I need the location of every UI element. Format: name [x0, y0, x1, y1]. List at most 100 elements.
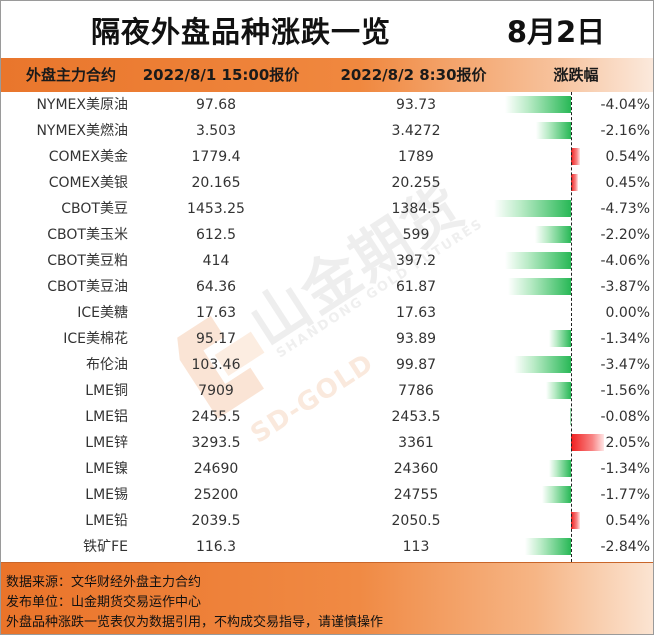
contract-name: LME镍 [1, 456, 128, 482]
price-prev: 414 [151, 248, 281, 274]
price-prev: 3.503 [151, 118, 281, 144]
change-label: -2.16% [576, 118, 650, 144]
contract-name: LME锡 [1, 482, 128, 508]
header-change: 涨跌幅 [531, 58, 621, 92]
change-bar [536, 122, 571, 139]
footer-source: 数据来源：文华财经外盘主力合约 [6, 571, 201, 590]
contract-name: COMEX美银 [1, 170, 128, 196]
contract-name: ICE美糖 [1, 300, 128, 326]
contract-name: CBOT美豆油 [1, 274, 128, 300]
table-header: 外盘主力合约 2022/8/1 15:00报价 2022/8/2 8:30报价 … [1, 58, 653, 92]
price-prev: 20.165 [151, 170, 281, 196]
footer-publisher: 发布单位：山金期货交易运作中心 [6, 591, 201, 610]
price-prev: 24690 [151, 456, 281, 482]
price-prev: 64.36 [151, 274, 281, 300]
price-curr: 599 [341, 222, 491, 248]
change-bar [494, 200, 571, 217]
price-curr: 113 [341, 534, 491, 560]
price-curr: 24755 [341, 482, 491, 508]
change-label: -1.34% [576, 326, 650, 352]
price-curr: 2050.5 [341, 508, 491, 534]
price-curr: 24360 [341, 456, 491, 482]
zero-axis [571, 92, 572, 562]
price-prev: 7909 [151, 378, 281, 404]
change-bar [505, 252, 571, 269]
price-curr: 1384.5 [341, 196, 491, 222]
change-label: 0.54% [576, 508, 650, 534]
change-label: -3.87% [576, 274, 650, 300]
table-row: CBOT美豆 1453.25 1384.5 -4.73% [1, 196, 653, 222]
table-row: LME镍 24690 24360 -1.34% [1, 456, 653, 482]
change-label: -4.06% [576, 248, 650, 274]
page-title: 隔夜外盘品种涨跌一览 [1, 9, 481, 51]
price-curr: 93.89 [341, 326, 491, 352]
contract-name: NYMEX美原油 [1, 92, 128, 118]
price-curr: 20.255 [341, 170, 491, 196]
price-prev: 103.46 [151, 352, 281, 378]
table-row: ICE美糖 17.63 17.63 0.00% [1, 300, 653, 326]
change-label: -1.34% [576, 456, 650, 482]
price-curr: 2453.5 [341, 404, 491, 430]
table-row: CBOT美豆粕 414 397.2 -4.06% [1, 248, 653, 274]
contract-name: CBOT美豆粕 [1, 248, 128, 274]
table-row: LME铜 7909 7786 -1.56% [1, 378, 653, 404]
contract-name: NYMEX美燃油 [1, 118, 128, 144]
price-prev: 1453.25 [151, 196, 281, 222]
title-bar: 隔夜外盘品种涨跌一览 8月2日 [1, 1, 653, 57]
contract-name: LME铝 [1, 404, 128, 430]
table-row: CBOT美豆油 64.36 61.87 -3.87% [1, 274, 653, 300]
price-curr: 93.73 [341, 92, 491, 118]
data-table: NYMEX美原油 97.68 93.73 -4.04% NYMEX美燃油 3.503 3.4… [1, 92, 653, 562]
report-date: 8月2日 [481, 9, 631, 51]
price-prev: 1779.4 [151, 144, 281, 170]
table-row: ICE美棉花 95.17 93.89 -1.34% [1, 326, 653, 352]
price-curr: 397.2 [341, 248, 491, 274]
change-bar [549, 460, 571, 477]
change-bar [508, 278, 571, 295]
contract-name: LME铜 [1, 378, 128, 404]
price-prev: 25200 [151, 482, 281, 508]
table-row: NYMEX美燃油 3.503 3.4272 -2.16% [1, 118, 653, 144]
price-prev: 116.3 [151, 534, 281, 560]
change-label: 0.54% [576, 144, 650, 170]
table-row: LME铝 2455.5 2453.5 -0.08% [1, 404, 653, 430]
price-prev: 2039.5 [151, 508, 281, 534]
contract-name: CBOT美玉米 [1, 222, 128, 248]
footer-disclaimer: 外盘品种涨跌一览表仅为数据引用，不构成交易指导，请谨慎操作 [6, 611, 383, 630]
change-bar [542, 486, 571, 503]
change-bar [546, 382, 571, 399]
change-bar [525, 538, 571, 555]
price-prev: 612.5 [151, 222, 281, 248]
header-price-curr: 2022/8/2 8:30报价 [321, 58, 506, 92]
table-row: COMEX美银 20.165 20.255 0.45% [1, 170, 653, 196]
table-row: 布伦油 103.46 99.87 -3.47% [1, 352, 653, 378]
price-curr: 99.87 [341, 352, 491, 378]
change-bar [514, 356, 571, 373]
change-label: -2.84% [576, 534, 650, 560]
change-bar [549, 330, 571, 347]
contract-name: LME铅 [1, 508, 128, 534]
change-label: 0.45% [576, 170, 650, 196]
price-curr: 61.87 [341, 274, 491, 300]
footer: 数据来源：文华财经外盘主力合约 发布单位：山金期货交易运作中心 外盘品种涨跌一览… [1, 562, 653, 635]
change-label: 2.05% [576, 430, 650, 456]
change-bar [505, 96, 571, 113]
price-prev: 97.68 [151, 92, 281, 118]
table-row: LME锡 25200 24755 -1.77% [1, 482, 653, 508]
table-row: LME铅 2039.5 2050.5 0.54% [1, 508, 653, 534]
price-curr: 1789 [341, 144, 491, 170]
table-row: COMEX美金 1779.4 1789 0.54% [1, 144, 653, 170]
change-label: -2.20% [576, 222, 650, 248]
change-label: -3.47% [576, 352, 650, 378]
change-bar [535, 226, 571, 243]
change-label: -1.77% [576, 482, 650, 508]
contract-name: COMEX美金 [1, 144, 128, 170]
header-price-prev: 2022/8/1 15:00报价 [141, 58, 301, 92]
table-row: LME锌 3293.5 3361 2.05% [1, 430, 653, 456]
table-row: CBOT美玉米 612.5 599 -2.20% [1, 222, 653, 248]
price-curr: 3.4272 [341, 118, 491, 144]
contract-name: 铁矿FE [1, 534, 128, 560]
price-prev: 3293.5 [151, 430, 281, 456]
change-label: -4.04% [576, 92, 650, 118]
